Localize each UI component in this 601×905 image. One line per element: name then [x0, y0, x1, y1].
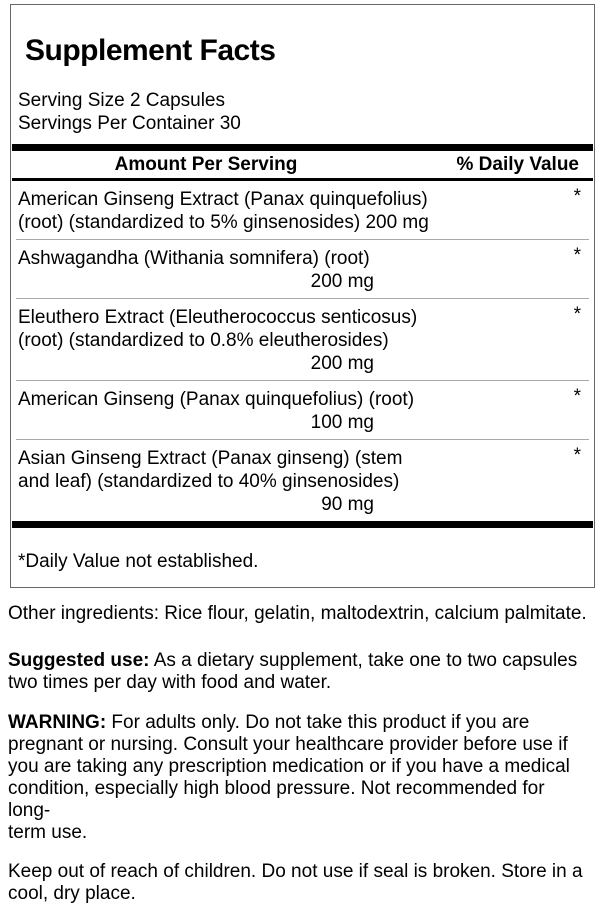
daily-value-footnote: *Daily Value not established. — [18, 550, 259, 572]
table-row: American Ginseng (Panax quinquefolius) (… — [16, 381, 589, 440]
table-row: Asian Ginseng Extract (Panax ginseng) (s… — [16, 440, 589, 521]
panel-title: Supplement Facts — [25, 34, 276, 67]
daily-value-asterisk: * — [573, 185, 581, 207]
warning-paragraph: WARNING: For adults only. Do not take th… — [8, 712, 591, 844]
storage-paragraph: Keep out of reach of children. Do not us… — [8, 861, 591, 905]
serving-info: Serving Size 2 Capsules Servings Per Con… — [16, 89, 589, 135]
ingredient-text: Asian Ginseng Extract (Panax ginseng) (s… — [18, 447, 403, 492]
header-rule — [12, 178, 593, 181]
ingredient-amount: 200 mg — [310, 270, 374, 292]
thick-divider-bar — [12, 144, 593, 151]
paragraph-body: For adults only. Do not take this produc… — [8, 711, 570, 843]
table-row: Ashwagandha (Withania somnifera) (root) 2… — [16, 240, 589, 299]
thick-divider-bar — [12, 520, 593, 528]
daily-value-asterisk: * — [573, 444, 581, 466]
table-row: Eleuthero Extract (Eleutherococcus senti… — [16, 299, 589, 381]
daily-value-asterisk: * — [573, 385, 581, 407]
other-ingredients-paragraph: Other ingredients: Rice flour, gelatin, … — [8, 603, 591, 625]
ingredient-text: Eleuthero Extract (Eleutherococcus senti… — [18, 306, 418, 351]
paragraph-body: As a dietary supplement, take one to two… — [8, 649, 578, 693]
ingredient-amount: 90 mg — [321, 493, 374, 515]
ingredient-amount: 100 mg — [310, 411, 374, 433]
amount-per-serving-header: Amount Per Serving — [114, 154, 298, 175]
paragraph-lead: Suggested use: — [8, 649, 150, 671]
ingredient-text: American Ginseng Extract (Panax quinquef… — [18, 188, 429, 233]
label-paragraphs: Other ingredients: Rice flour, gelatin, … — [8, 603, 591, 905]
daily-value-header: % Daily Value — [456, 154, 579, 175]
paragraph-body: Keep out of reach of children. Do not us… — [8, 860, 583, 904]
ingredient-amount: 200 mg — [310, 352, 374, 374]
daily-value-asterisk: * — [573, 244, 581, 266]
supplement-facts-panel: Supplement Facts Serving Size 2 Capsules… — [10, 4, 595, 588]
paragraph-body: Other ingredients: Rice flour, gelatin, … — [8, 602, 587, 624]
paragraph-lead: WARNING: — [8, 711, 107, 733]
ingredient-text: Ashwagandha (Withania somnifera) (root) — [18, 247, 370, 269]
servings-per-container: Servings Per Container 30 — [18, 113, 241, 134]
table-row: American Ginseng Extract (Panax quinquef… — [16, 181, 589, 240]
table-header-row: Amount Per Serving % Daily Value — [16, 151, 589, 178]
daily-value-asterisk: * — [573, 303, 581, 325]
ingredient-text: American Ginseng (Panax quinquefolius) (… — [18, 388, 415, 410]
serving-size: Serving Size 2 Capsules — [18, 90, 225, 111]
suggested-use-paragraph: Suggested use: As a dietary supplement, … — [8, 650, 591, 694]
